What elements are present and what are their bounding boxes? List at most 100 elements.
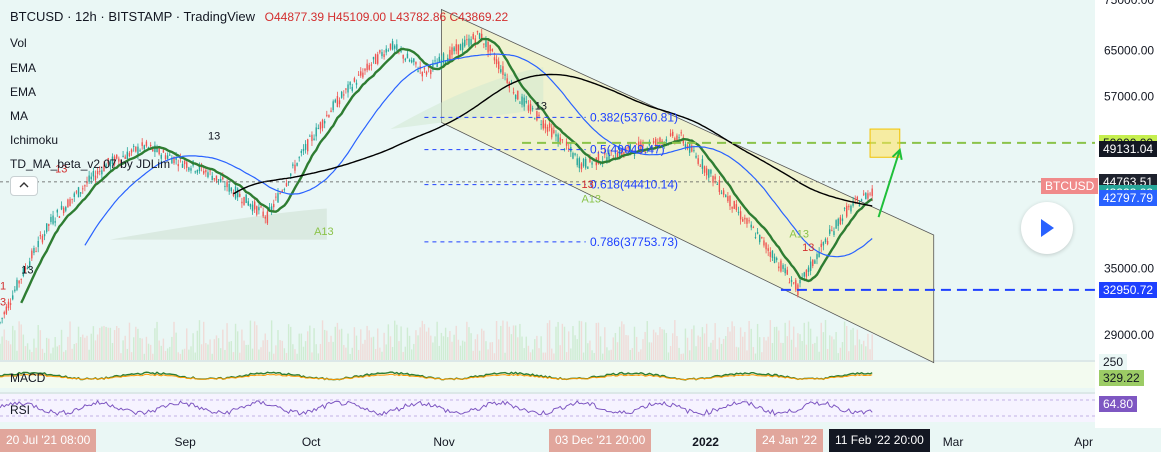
volume-bar — [856, 329, 859, 360]
volume-bar — [326, 330, 328, 360]
interval-label[interactable]: 12h — [75, 9, 97, 24]
candle-body — [771, 250, 774, 258]
candle-body — [869, 193, 871, 195]
volume-bar — [699, 336, 701, 360]
candle-body — [294, 164, 296, 171]
indicator-ichimoku[interactable]: Ichimoku — [10, 133, 59, 147]
candle-body — [16, 279, 18, 290]
time-tick-label: 2022 — [692, 435, 719, 449]
candle-body — [410, 60, 413, 63]
candle-body — [239, 193, 241, 197]
indicator-ema-2[interactable]: EMA — [10, 85, 37, 99]
candle-body — [166, 155, 169, 159]
candle-body — [283, 189, 286, 191]
volume-bar — [421, 320, 423, 360]
volume-bar — [258, 349, 260, 360]
volume-bar — [190, 346, 192, 360]
candle-body — [340, 91, 343, 98]
volume-bar — [349, 353, 351, 360]
exchange-label: BITSTAMP — [108, 9, 173, 24]
volume-bar — [205, 343, 207, 360]
candle-body — [839, 217, 842, 225]
candle-body — [739, 211, 742, 220]
indicator-ma[interactable]: MA — [10, 109, 28, 123]
volume-bar — [667, 352, 670, 360]
volume-bar — [587, 343, 589, 360]
candle-body — [387, 50, 390, 52]
candle-body — [372, 56, 375, 60]
volume-bar — [156, 321, 158, 360]
volume-bar — [7, 340, 10, 360]
ema-slow-line — [84, 53, 873, 258]
volume-bar — [534, 339, 536, 360]
volume-bar — [228, 341, 230, 360]
candle-body — [534, 118, 536, 120]
volume-bar — [871, 334, 873, 360]
volume-bar — [472, 350, 474, 360]
price-tag: 49131.04 — [1099, 141, 1158, 158]
symbol-label[interactable]: BTCUSD — [10, 9, 64, 24]
candle-body — [805, 269, 808, 277]
chevron-up-icon — [19, 182, 29, 188]
macd-pane — [0, 362, 1095, 388]
volume-bar — [589, 340, 591, 360]
volume-bar — [143, 353, 146, 360]
volume-bar — [693, 325, 695, 360]
target-arrow-head — [891, 148, 903, 160]
volume-bar — [217, 338, 220, 360]
volume-bar — [714, 323, 716, 360]
indicator-td-ma[interactable]: TD_MA_beta_v2.07 by JDLim — [10, 157, 171, 171]
volume-bar — [807, 321, 810, 360]
volume-bar — [652, 329, 655, 360]
candle-body — [245, 194, 247, 203]
volume-bar — [531, 349, 534, 360]
volume-bar — [521, 336, 523, 360]
indicator-vol[interactable]: Vol — [10, 36, 27, 50]
volume-bar — [504, 352, 506, 360]
candle-body — [9, 303, 12, 305]
volume-bar — [290, 326, 292, 360]
volume-bar — [94, 340, 97, 360]
volume-bar — [826, 348, 829, 360]
volume-bar — [661, 329, 663, 360]
candle-body — [650, 145, 653, 148]
volume-bar — [665, 332, 668, 360]
time-tick-label: Nov — [433, 435, 454, 449]
replay-play-button[interactable] — [1021, 202, 1073, 254]
volume-bar — [712, 340, 714, 360]
candle-body — [41, 235, 44, 243]
volume-bar — [292, 344, 294, 360]
volume-bar — [377, 328, 379, 360]
candle-body — [45, 223, 48, 232]
volume-bar — [69, 321, 71, 360]
candle-body — [349, 82, 351, 86]
fib-level-label: 0.5(49049.47) — [590, 143, 665, 157]
volume-bar — [177, 352, 179, 360]
candle-body — [759, 234, 761, 243]
candle-body — [778, 266, 780, 269]
volume-bar — [519, 323, 521, 360]
volume-bar — [383, 332, 385, 360]
volume-bar — [207, 344, 209, 360]
volume-bar — [209, 339, 211, 360]
volume-bar — [319, 343, 322, 360]
collapse-legend-button[interactable] — [10, 176, 38, 196]
candle-body — [703, 166, 706, 173]
candle-body — [761, 236, 763, 238]
volume-bar — [684, 328, 687, 360]
indicator-ema-1[interactable]: EMA — [10, 61, 37, 75]
candle-body — [92, 171, 95, 177]
candle-body — [744, 217, 746, 220]
candle-body — [529, 103, 532, 112]
volume-bar — [831, 336, 833, 360]
volume-bar — [389, 336, 392, 360]
volume-bar — [260, 347, 262, 360]
candle-body — [640, 141, 642, 154]
candle-body — [1, 317, 3, 319]
volume-bar — [442, 336, 445, 360]
volume-bar — [296, 353, 298, 360]
volume-bar — [790, 339, 793, 360]
candle-body — [124, 156, 126, 159]
volume-bar — [854, 345, 856, 360]
